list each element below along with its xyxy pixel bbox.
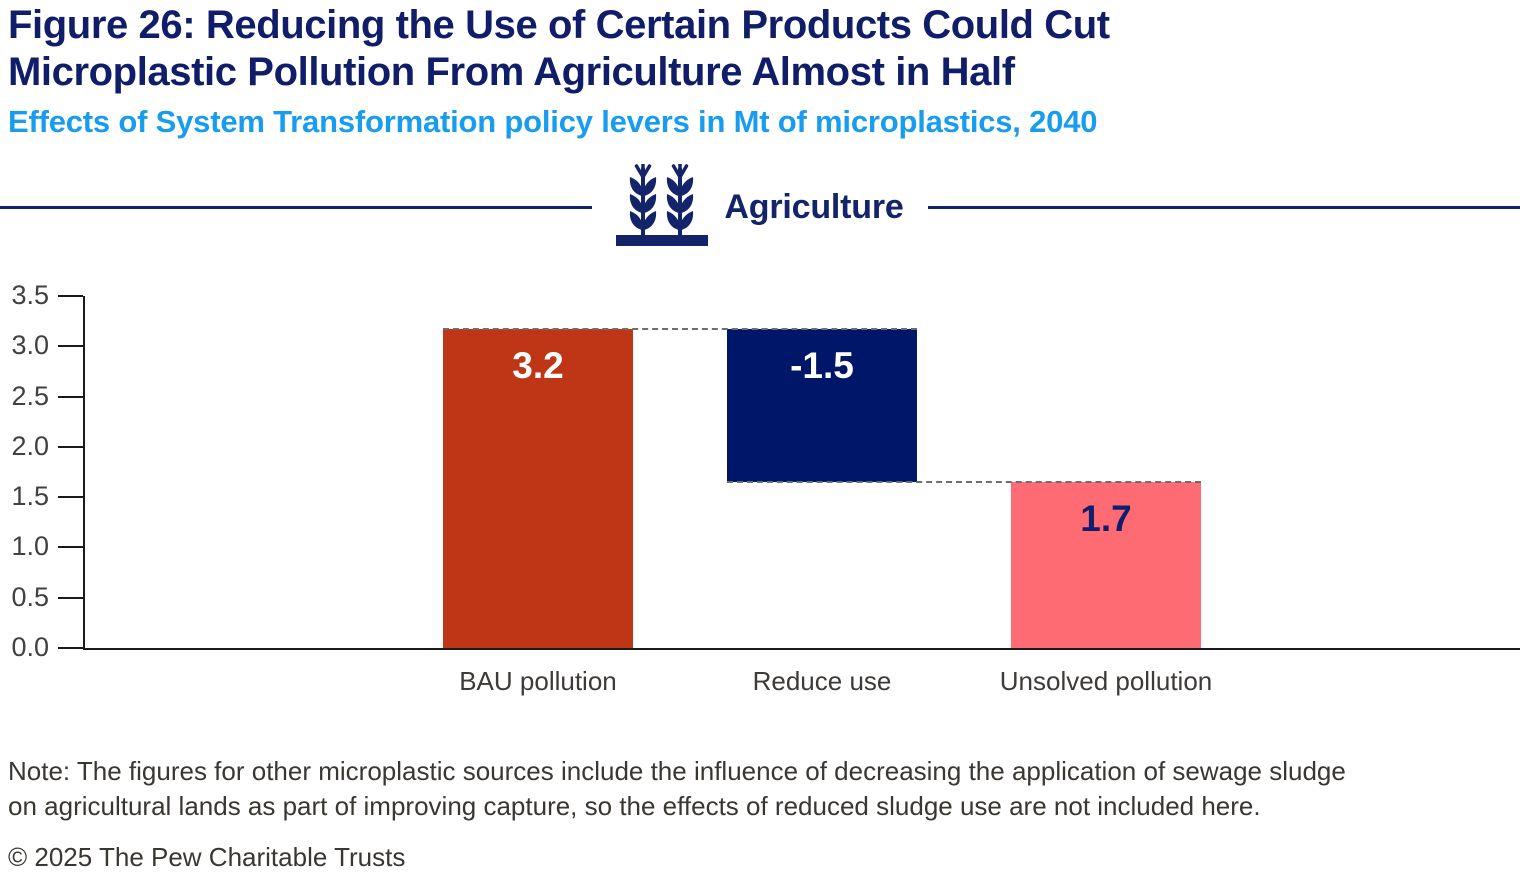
connector-line — [727, 481, 1201, 484]
y-axis-tick-label: 0.5 — [11, 581, 49, 612]
y-axis-line — [83, 296, 85, 648]
section-header-group: Agriculture — [616, 164, 904, 251]
y-axis-tick — [58, 445, 83, 448]
chart-bar-unsolved-pollution — [1011, 482, 1201, 648]
category-label: BAU pollution — [459, 666, 617, 696]
y-axis-tick-label: 3.0 — [11, 330, 49, 361]
category-label: Reduce use — [752, 666, 892, 696]
section-label: Agriculture — [724, 187, 904, 226]
chart-plot: 0.0 0.5 1.0 1.5 2.0 2.5 3.0 3.5 3.2 BAU pollution… — [11, 280, 1520, 696]
section-divider-line-right — [927, 205, 1520, 209]
y-axis-tick — [58, 345, 83, 348]
y-axis-tick — [58, 295, 83, 297]
y-axis-tick-label: 0.0 — [11, 632, 49, 662]
y-axis-tick-label: 1.5 — [11, 481, 49, 512]
y-axis-tick — [58, 596, 83, 599]
wheat-icon — [616, 164, 709, 251]
connector-line — [443, 328, 917, 331]
bar-value-label: 3.2 — [512, 345, 564, 387]
page-title: Figure 26: Reducing the Use of Certain P… — [8, 3, 1110, 94]
y-axis-tick — [58, 546, 83, 549]
y-axis-tick-label: 2.5 — [11, 380, 49, 411]
x-axis-line — [83, 648, 1520, 650]
y-axis-tick-label: 2.0 — [11, 430, 49, 461]
category-label: Unsolved pollution — [999, 666, 1213, 696]
y-axis-tick-label: 3.5 — [11, 280, 49, 310]
bar-value-label: 1.7 — [1080, 498, 1132, 540]
note-text: Note: The figures for other microplastic… — [8, 756, 1346, 821]
y-axis-tick — [58, 647, 83, 649]
copyright-text: © 2025 The Pew Charitable Trusts — [8, 842, 406, 872]
bar-value-label: -1.5 — [790, 345, 854, 387]
page-subtitle: Effects of System Transformation policy … — [8, 104, 1098, 139]
header: Figure 26: Reducing the Use of Certain P… — [8, 2, 1110, 140]
y-axis-tick — [58, 496, 83, 499]
chart-bar-bau-pollution — [443, 329, 633, 648]
section-divider-line-left — [0, 205, 593, 209]
section-header: Agriculture — [0, 166, 1520, 248]
chart-bar-reduce-use — [727, 329, 917, 483]
y-axis-tick — [58, 395, 83, 398]
y-axis-tick-label: 1.0 — [11, 531, 49, 562]
